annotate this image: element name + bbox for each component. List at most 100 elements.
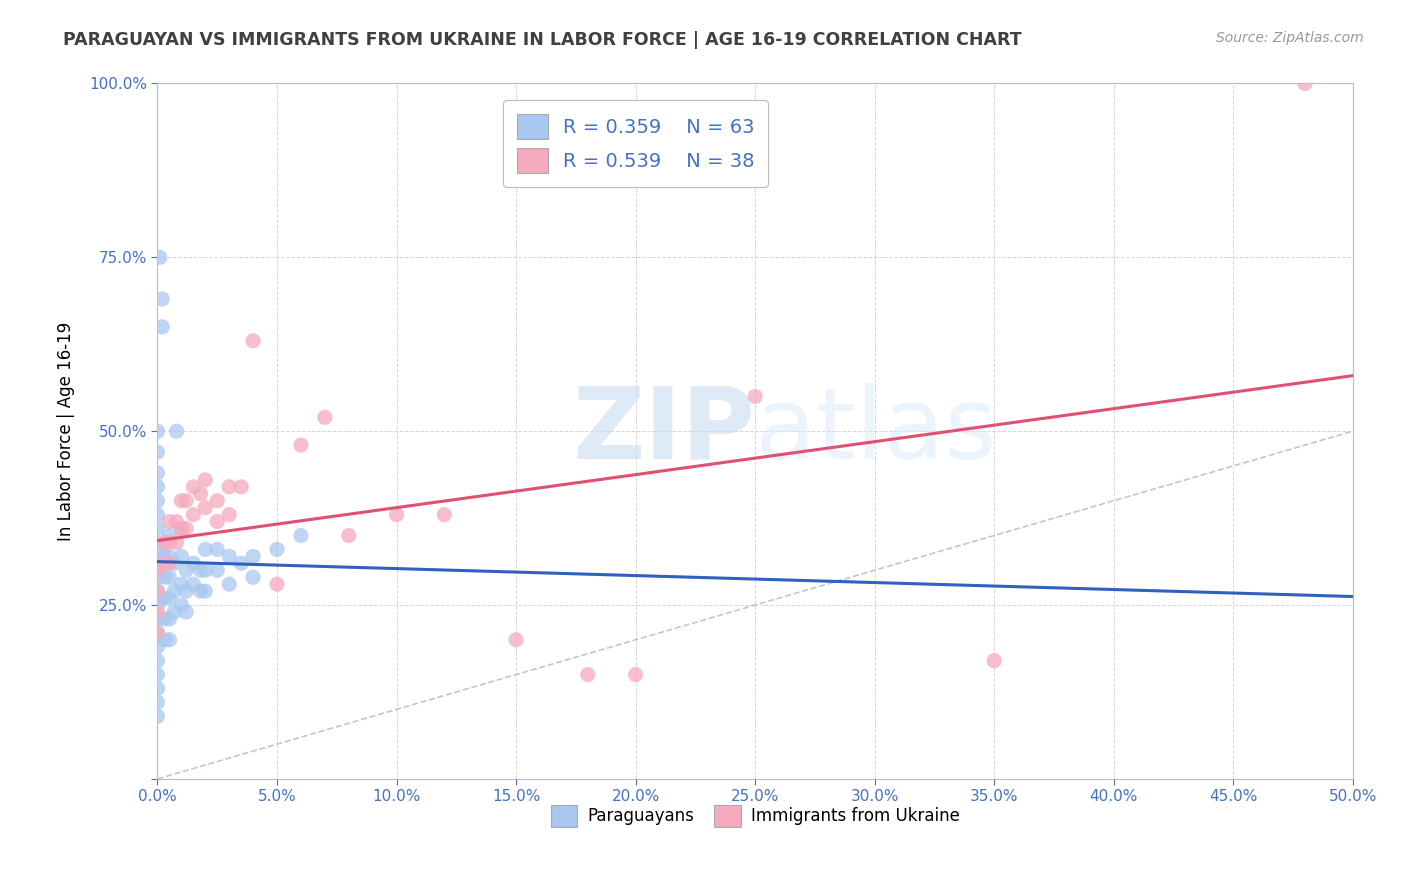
Y-axis label: In Labor Force | Age 16-19: In Labor Force | Age 16-19 <box>58 321 75 541</box>
Point <box>744 389 766 403</box>
Point <box>163 605 186 619</box>
Point <box>207 515 229 529</box>
Point <box>159 570 181 584</box>
Point <box>576 667 599 681</box>
Point <box>190 584 212 599</box>
Point <box>174 584 197 599</box>
Point <box>146 695 169 709</box>
Point <box>146 542 169 557</box>
Point <box>146 640 169 654</box>
Point <box>146 480 169 494</box>
Point <box>159 515 181 529</box>
Point <box>150 319 173 334</box>
Point <box>159 557 181 571</box>
Point <box>150 292 173 306</box>
Legend: Paraguayans, Immigrants from Ukraine: Paraguayans, Immigrants from Ukraine <box>544 798 966 833</box>
Point <box>159 612 181 626</box>
Point <box>163 584 186 599</box>
Point <box>159 535 181 549</box>
Point <box>159 549 181 564</box>
Point <box>183 480 205 494</box>
Point <box>146 612 169 626</box>
Point <box>146 557 169 571</box>
Point <box>170 598 193 612</box>
Point <box>153 632 176 647</box>
Point <box>218 480 240 494</box>
Text: PARAGUAYAN VS IMMIGRANTS FROM UKRAINE IN LABOR FORCE | AGE 16-19 CORRELATION CHA: PARAGUAYAN VS IMMIGRANTS FROM UKRAINE IN… <box>63 31 1022 49</box>
Point <box>166 515 188 529</box>
Point <box>183 577 205 591</box>
Point <box>174 563 197 577</box>
Point <box>163 557 186 571</box>
Point <box>146 598 169 612</box>
Point <box>266 542 288 557</box>
Point <box>174 522 197 536</box>
Point <box>146 584 169 599</box>
Point <box>170 522 193 536</box>
Point <box>194 473 217 487</box>
Point <box>207 542 229 557</box>
Point <box>190 563 212 577</box>
Point <box>146 563 169 577</box>
Point <box>218 549 240 564</box>
Text: Source: ZipAtlas.com: Source: ZipAtlas.com <box>1216 31 1364 45</box>
Point <box>159 632 181 647</box>
Point <box>146 667 169 681</box>
Point <box>170 493 193 508</box>
Point <box>290 438 312 452</box>
Point <box>207 493 229 508</box>
Point <box>170 522 193 536</box>
Point <box>146 625 169 640</box>
Point <box>385 508 408 522</box>
Point <box>153 570 176 584</box>
Point <box>146 466 169 480</box>
Point <box>146 522 169 536</box>
Text: ZIP: ZIP <box>572 383 755 480</box>
Point <box>242 570 264 584</box>
Point <box>183 508 205 522</box>
Point <box>146 493 169 508</box>
Point <box>146 584 169 599</box>
Point <box>170 549 193 564</box>
Point <box>1294 77 1316 91</box>
Point <box>242 334 264 348</box>
Point <box>153 557 176 571</box>
Point <box>266 577 288 591</box>
Point <box>166 535 188 549</box>
Text: atlas: atlas <box>755 383 997 480</box>
Point <box>166 424 188 438</box>
Point <box>174 493 197 508</box>
Point <box>159 591 181 606</box>
Point <box>433 508 456 522</box>
Point <box>174 605 197 619</box>
Point <box>153 591 176 606</box>
Point <box>314 410 336 425</box>
Point <box>183 557 205 571</box>
Point <box>194 542 217 557</box>
Point <box>231 557 253 571</box>
Point <box>153 549 176 564</box>
Point <box>153 535 176 549</box>
Point <box>194 500 217 515</box>
Point <box>194 563 217 577</box>
Point <box>624 667 647 681</box>
Point <box>242 549 264 564</box>
Point <box>159 528 181 542</box>
Point <box>146 709 169 723</box>
Point <box>218 577 240 591</box>
Point <box>146 424 169 438</box>
Point <box>146 508 169 522</box>
Point <box>146 654 169 668</box>
Point <box>153 612 176 626</box>
Point <box>146 445 169 459</box>
Point <box>146 625 169 640</box>
Point <box>231 480 253 494</box>
Point <box>146 570 169 584</box>
Point <box>146 605 169 619</box>
Point <box>337 528 360 542</box>
Point <box>290 528 312 542</box>
Point <box>146 681 169 696</box>
Point <box>170 577 193 591</box>
Point <box>149 250 172 264</box>
Point <box>146 535 169 549</box>
